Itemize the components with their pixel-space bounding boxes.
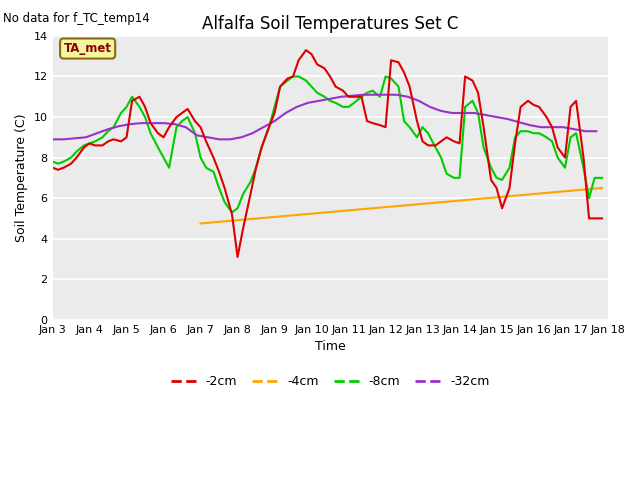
Legend: -2cm, -4cm, -8cm, -32cm: -2cm, -4cm, -8cm, -32cm <box>166 370 495 393</box>
Text: No data for f_TC_temp14: No data for f_TC_temp14 <box>3 12 150 25</box>
Text: TA_met: TA_met <box>63 42 111 55</box>
X-axis label: Time: Time <box>315 340 346 353</box>
Title: Alfalfa Soil Temperatures Set C: Alfalfa Soil Temperatures Set C <box>202 15 458 33</box>
Y-axis label: Soil Temperature (C): Soil Temperature (C) <box>15 114 28 242</box>
